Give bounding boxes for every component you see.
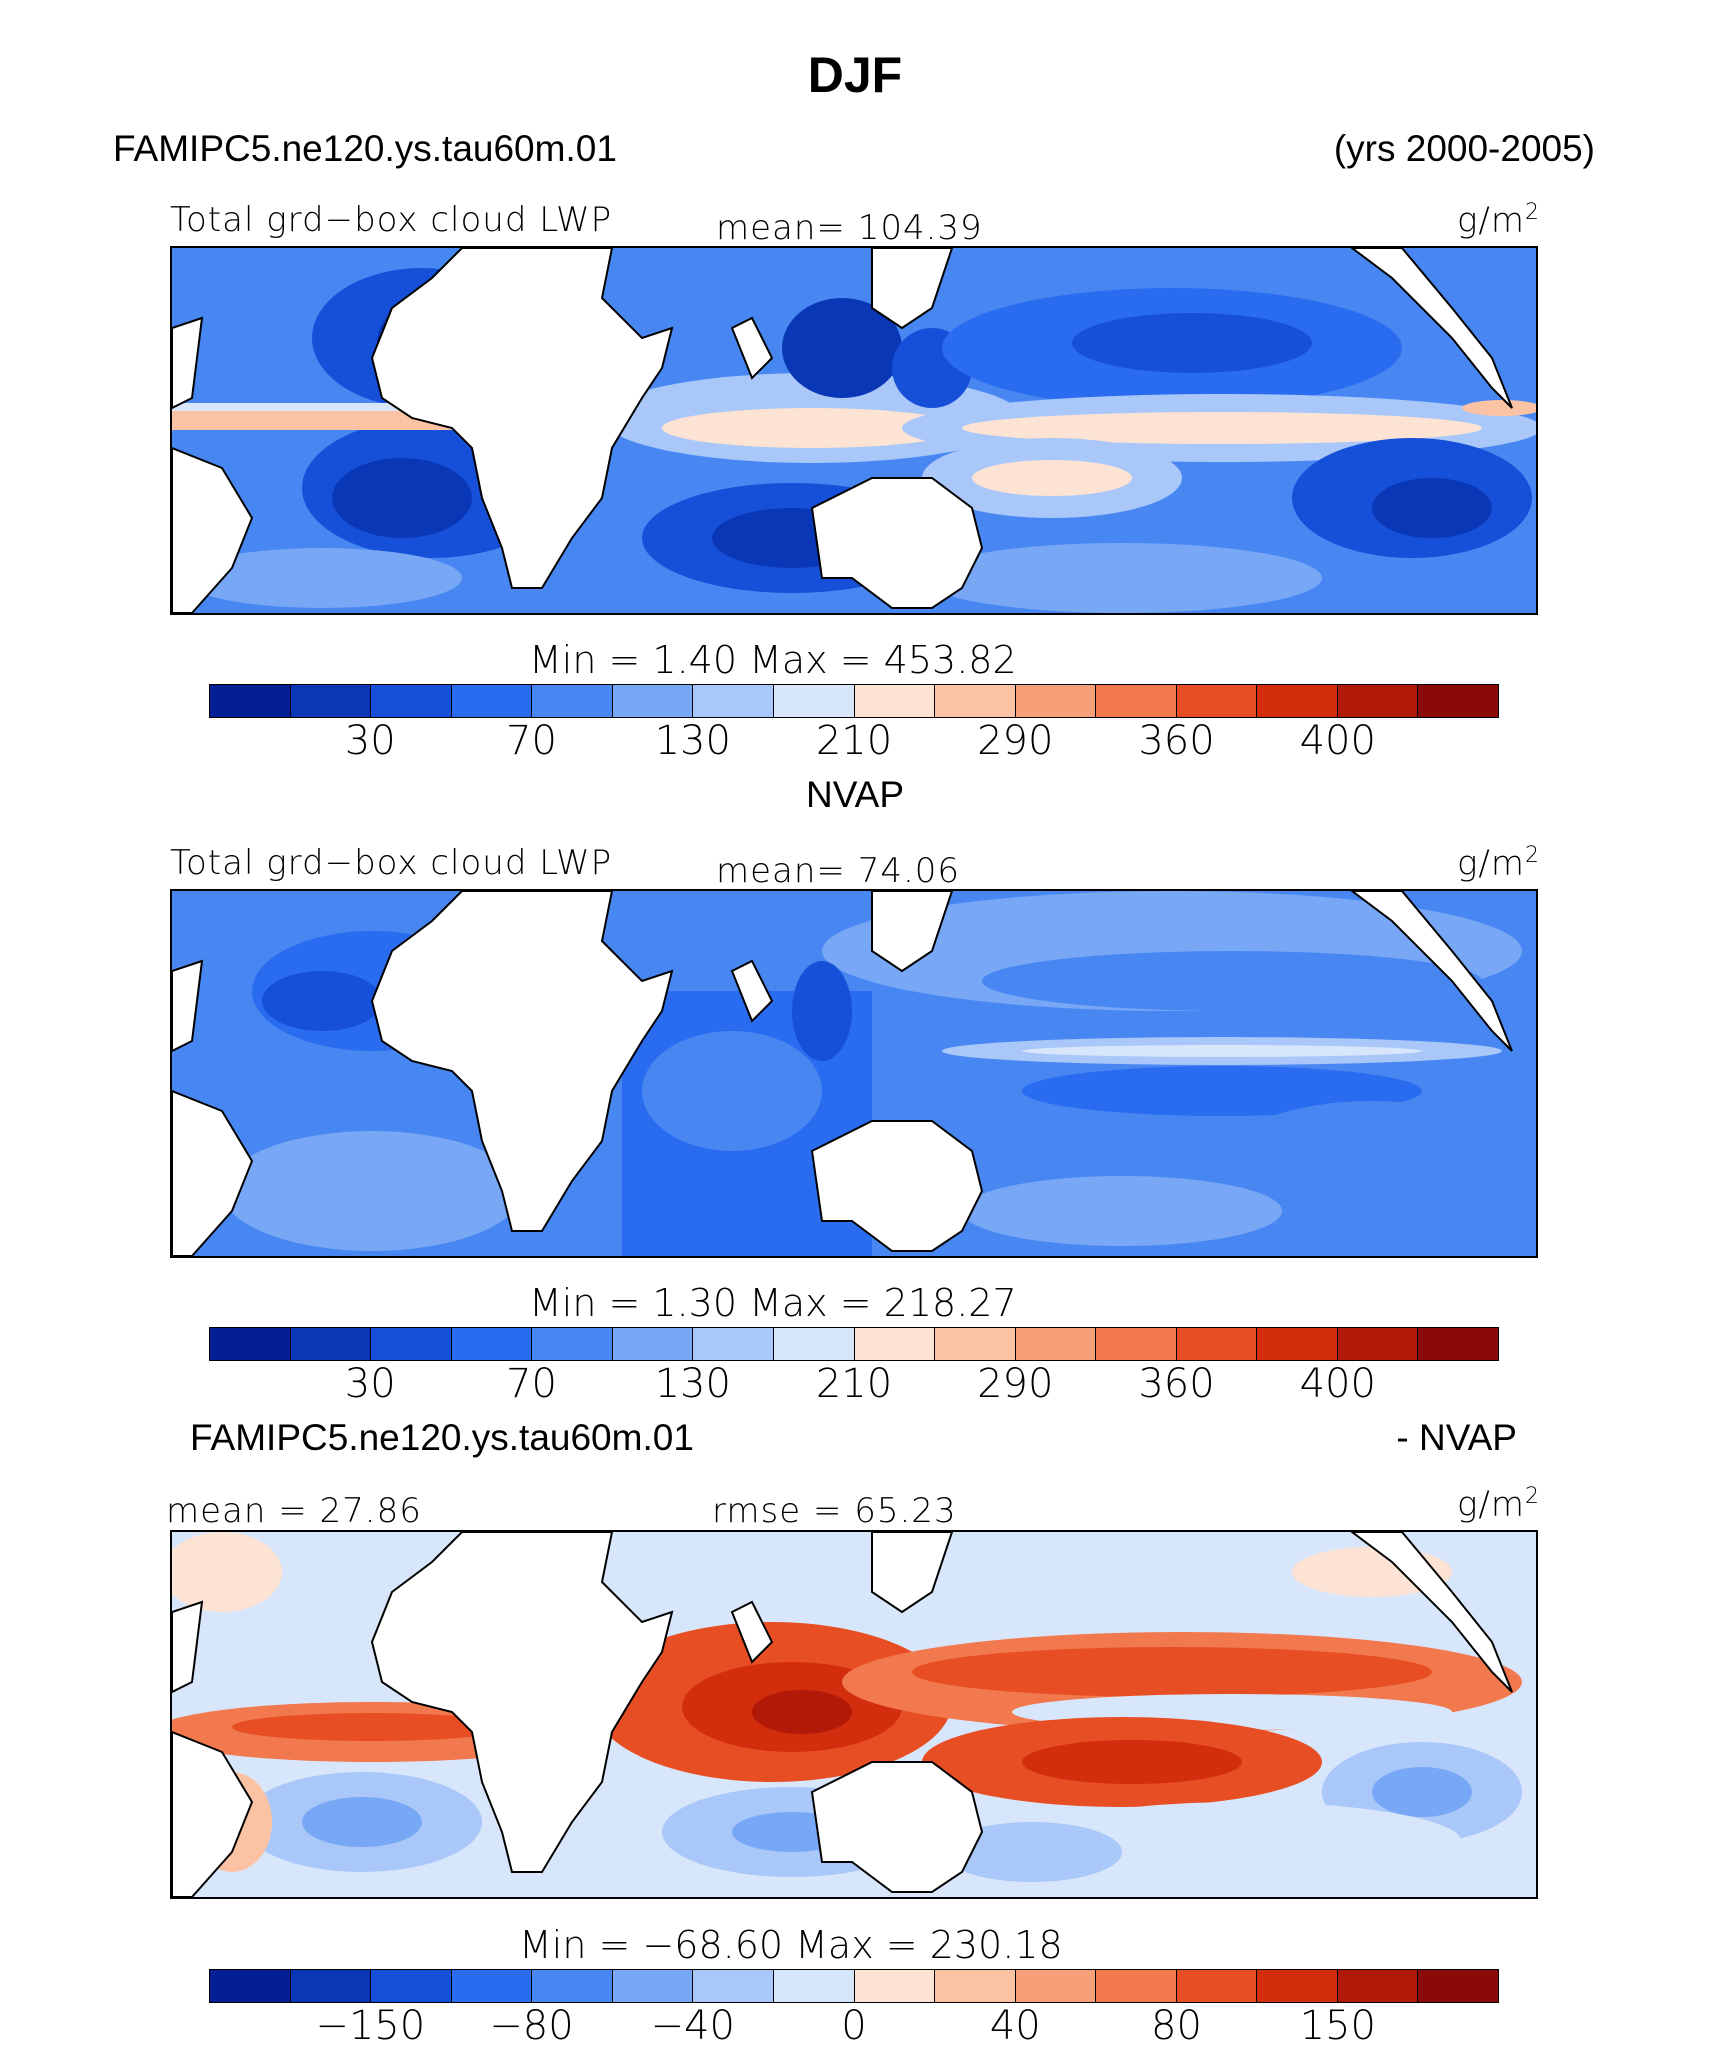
panel2-colorbar	[209, 1327, 1499, 1361]
panel1-colorbar	[209, 684, 1499, 718]
colorbar-tick-label: 400	[1299, 718, 1376, 764]
colorbar-swatch	[935, 1328, 1016, 1360]
colorbar-tick-label: 290	[977, 718, 1054, 764]
colorbar-tick-label: 70	[506, 1361, 557, 1407]
colorbar-tick-label: 210	[815, 1361, 893, 1407]
colorbar-swatch	[451, 1328, 533, 1360]
panel2-land	[172, 891, 1513, 1256]
colorbar-tick-label: 30	[344, 1361, 396, 1407]
colorbar-swatch	[1418, 685, 1498, 717]
colorbar-tick-label: 360	[1138, 718, 1215, 764]
colorbar-tick-label: 30	[344, 718, 396, 764]
panel2-field	[222, 891, 1522, 1256]
panel3-units: g/m2	[1457, 1484, 1540, 1525]
plot-title: DJF	[807, 47, 903, 103]
panel1-mean-label: mean= 104.39	[716, 208, 983, 248]
colorbar-tick-label: −40	[650, 2003, 735, 2049]
colorbar-swatch	[532, 685, 613, 717]
colorbar-swatch	[854, 685, 936, 717]
colorbar-tick-label: 210	[815, 718, 893, 764]
panel3-subtitle-right: - NVAP	[1396, 1417, 1517, 1458]
colorbar-tick-label: 400	[1299, 1361, 1376, 1407]
panel3-map	[170, 1530, 1538, 1899]
colorbar-swatch	[1015, 1970, 1097, 2002]
panel1-land	[172, 248, 1513, 613]
colorbar-tick-label: 130	[654, 718, 731, 764]
colorbar-tick-label: 290	[977, 1361, 1054, 1407]
panel1-variable-label: Total grd−box cloud LWP	[170, 200, 613, 240]
colorbar-swatch	[1257, 1328, 1338, 1360]
colorbar-swatch	[693, 685, 774, 717]
panel1-minmax: Min = 1.40 Max = 453.82	[529, 638, 1017, 682]
case-name: FAMIPC5.ne120.ys.tau60m.01	[113, 128, 617, 169]
colorbar-tick-label: 70	[506, 718, 557, 764]
colorbar-swatch	[693, 1970, 774, 2002]
colorbar-swatch	[1176, 685, 1258, 717]
colorbar-tick-label: 40	[989, 2003, 1041, 2049]
colorbar-swatch	[210, 1328, 291, 1360]
colorbar-swatch	[371, 685, 452, 717]
colorbar-swatch	[371, 1328, 452, 1360]
colorbar-swatch	[773, 685, 855, 717]
colorbar-swatch	[935, 1970, 1016, 2002]
colorbar-swatch	[1015, 1328, 1097, 1360]
colorbar-tick-label: 0	[841, 2003, 867, 2049]
panel3-land	[172, 1532, 1513, 1897]
colorbar-swatch	[451, 1970, 533, 2002]
colorbar-swatch	[612, 1970, 694, 2002]
colorbar-swatch	[1015, 685, 1097, 717]
colorbar-swatch	[1176, 1970, 1258, 2002]
colorbar-swatch	[854, 1328, 936, 1360]
panel3-colorbar	[209, 1969, 1499, 2003]
colorbar-swatch	[1096, 1970, 1177, 2002]
colorbar-swatch	[1337, 685, 1419, 717]
colorbar-swatch	[290, 1328, 372, 1360]
colorbar-swatch	[935, 685, 1016, 717]
colorbar-swatch	[612, 1328, 694, 1360]
colorbar-swatch	[532, 1970, 613, 2002]
colorbar-swatch	[773, 1328, 855, 1360]
colorbar-swatch	[1337, 1328, 1419, 1360]
colorbar-tick-label: 80	[1151, 2003, 1202, 2049]
colorbar-tick-label: 360	[1138, 1361, 1215, 1407]
panel2-variable-label: Total grd−box cloud LWP	[170, 843, 613, 883]
colorbar-tick-label: 130	[654, 1361, 731, 1407]
colorbar-swatch	[693, 1328, 774, 1360]
panel1-map	[170, 246, 1538, 615]
colorbar-swatch	[451, 685, 533, 717]
colorbar-swatch	[210, 1970, 291, 2002]
colorbar-swatch	[290, 685, 372, 717]
colorbar-swatch	[1176, 1328, 1258, 1360]
colorbar-swatch	[1418, 1328, 1498, 1360]
colorbar-tick-label: −80	[489, 2003, 574, 2049]
colorbar-swatch	[532, 1328, 613, 1360]
colorbar-swatch	[612, 685, 694, 717]
colorbar-swatch	[854, 1970, 936, 2002]
panel2-map	[170, 889, 1538, 1258]
colorbar-swatch	[371, 1970, 452, 2002]
panel2-subtitle: NVAP	[805, 774, 904, 815]
panel3-field	[172, 1532, 1522, 1882]
panel1-units: g/m2	[1457, 200, 1540, 241]
panel3-subtitle-left: FAMIPC5.ne120.ys.tau60m.01	[190, 1417, 694, 1458]
colorbar-tick-label: 150	[1299, 2003, 1376, 2049]
colorbar-swatch	[1257, 1970, 1338, 2002]
panel3-rmse-label: rmse = 65.23	[712, 1491, 957, 1531]
panel2-mean-label: mean= 74.06	[716, 851, 961, 891]
panel2-units: g/m2	[1457, 843, 1540, 884]
panel3-minmax: Min = −68.60 Max = 230.18	[519, 1923, 1063, 1967]
colorbar-swatch	[290, 1970, 372, 2002]
colorbar-swatch	[1257, 685, 1338, 717]
colorbar-swatch	[1096, 1328, 1177, 1360]
years-range: (yrs 2000-2005)	[1333, 128, 1595, 169]
panel3-mean-label: mean = 27.86	[166, 1491, 422, 1531]
colorbar-swatch	[210, 685, 291, 717]
colorbar-tick-label: −150	[315, 2003, 426, 2049]
colorbar-swatch	[773, 1970, 855, 2002]
colorbar-swatch	[1096, 685, 1177, 717]
panel2-minmax: Min = 1.30 Max = 218.27	[529, 1281, 1017, 1325]
colorbar-swatch	[1418, 1970, 1498, 2002]
colorbar-swatch	[1337, 1970, 1419, 2002]
